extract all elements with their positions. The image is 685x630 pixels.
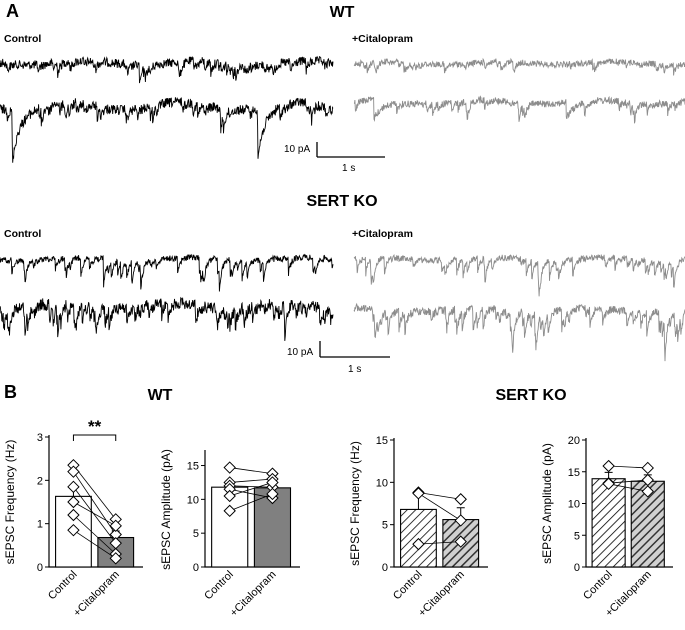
wt-amplitude-ytick-label: 5	[193, 528, 199, 540]
wt-citalopram-trace-2	[353, 95, 685, 124]
wt-frequency-ytick-label: 2	[37, 475, 43, 487]
wt-amplitude-data-point	[223, 489, 236, 503]
wt-amplitude-xtick-label: Control	[202, 569, 236, 603]
sert-amplitude-xtick-label: Control	[581, 569, 615, 603]
sert-frequency-data-point	[454, 514, 467, 527]
sert-frequency-ytick-label: 5	[382, 520, 388, 532]
sert-citalopram-trace-1	[353, 253, 685, 297]
wt-amplitude-pair-line	[229, 482, 273, 497]
panel-a-sert-title: SERT KO	[306, 193, 377, 210]
wt-frequency-chart: 0 1 2 3 sEPSC Frequency (Hz) Control+Citalopr…	[3, 417, 143, 619]
wt-frequency-xtick-label: +Citalopram	[71, 569, 122, 620]
wt-scale-y-label: 10 pA	[284, 144, 310, 155]
panel-b-letter: B	[4, 382, 17, 402]
sert-control-trace-2	[0, 296, 334, 341]
sert-frequency-pair-line	[418, 541, 461, 545]
wt-frequency-pair-line	[73, 464, 117, 520]
sert-amplitude-ytick-label: 20	[568, 435, 580, 447]
sert-amplitude-pair-line	[608, 465, 648, 469]
sert-frequency-data-point	[412, 487, 425, 500]
wt-frequency-significance-bracket	[72, 434, 117, 441]
wt-scale-bar: 10 pA 1 s	[284, 142, 385, 174]
wt-frequency-data-point	[67, 523, 80, 537]
wt-amplitude-ytick-label: 15	[187, 461, 199, 473]
sert-amplitude-data-point	[641, 461, 654, 475]
wt-citalopram-label: +Citalopram	[352, 33, 413, 45]
wt-frequency-pair-line	[73, 514, 117, 555]
sert-frequency-data-point	[454, 535, 467, 548]
wt-amplitude-data-point	[266, 487, 279, 501]
sert-scale-x-label: 1 s	[348, 364, 361, 375]
sert-amplitude-ytick-label: 0	[574, 562, 580, 574]
sert-frequency-ytick-label: 10	[376, 477, 388, 489]
sert-frequency-data-point	[412, 537, 425, 551]
sert-citalopram-label: +Citalopram	[352, 228, 413, 240]
wt-frequency-pair-line	[73, 486, 117, 544]
wt-frequency-data-point	[67, 508, 80, 522]
wt-amplitude-xtick-label: +Citalopram	[228, 569, 279, 620]
sert-frequency-ytick-label: 0	[382, 562, 388, 574]
sert-frequency-pair-line	[418, 493, 461, 521]
sert-amplitude-data-point	[602, 477, 615, 491]
panel-a-wt-title: WT	[330, 4, 355, 21]
wt-amplitude-data-point	[223, 504, 236, 518]
wt-frequency-data-point	[67, 465, 80, 478]
wt-frequency-data-point	[67, 495, 80, 509]
sert-scale-bar: 10 pA 1 s	[287, 341, 390, 375]
sert-amplitude-bar-control	[591, 478, 626, 568]
wt-amplitude-pair-line	[229, 493, 273, 512]
sert-amplitude-ytick-label: 10	[568, 499, 580, 511]
panel-b-wt-title: WT	[148, 387, 173, 404]
sert-amplitude-pair-line	[608, 479, 648, 484]
wt-frequency-pair-line	[73, 529, 116, 559]
wt-frequency-significance-label: **	[88, 417, 102, 436]
wt-amplitude-data-point	[223, 461, 236, 474]
panel-a-letter: A	[6, 1, 19, 21]
sert-frequency-pair-line	[418, 492, 461, 500]
wt-scale-x-label: 1 s	[342, 163, 355, 174]
wt-frequency-pair-line	[73, 471, 117, 535]
wt-frequency-ylabel: sEPSC Frequency (Hz)	[3, 440, 17, 565]
sert-citalopram-trace-2	[353, 302, 685, 362]
sert-frequency-chart: 0 5 10 15 sEPSC Frequency (Hz) Control+Citalo…	[348, 435, 488, 619]
wt-frequency-ytick-label: 3	[37, 432, 43, 444]
wt-control-label: Control	[4, 33, 41, 45]
sert-frequency-ytick-label: 15	[376, 435, 388, 447]
wt-frequency-pair-line	[73, 501, 116, 527]
ephys-traces	[0, 55, 685, 362]
sert-control-label: Control	[4, 228, 41, 240]
sert-amplitude-pair-line	[608, 483, 648, 492]
wt-amplitude-pair-line	[229, 478, 273, 483]
wt-amplitude-chart: 0 5 10 15 sEPSC Amplitude (pA) Control+Citalo…	[159, 449, 300, 619]
sert-frequency-ylabel: sEPSC Frequency (Hz)	[348, 441, 362, 566]
sert-frequency-data-point	[454, 493, 467, 506]
sert-frequency-xtick-label: +Citalopram	[416, 569, 467, 620]
wt-amplitude-ytick-label: 10	[187, 494, 199, 506]
wt-frequency-ytick-label: 1	[37, 519, 43, 531]
wt-amplitude-ytick-label: 0	[193, 562, 199, 574]
wt-frequency-xtick-label: Control	[46, 569, 80, 603]
sert-control-trace-1	[0, 253, 334, 292]
wt-citalopram-trace-1	[353, 57, 685, 76]
sert-frequency-xtick-label: Control	[391, 569, 425, 603]
wt-control-trace-2	[0, 96, 334, 163]
wt-frequency-data-point	[67, 480, 80, 494]
wt-frequency-data-point	[109, 552, 122, 565]
wt-amplitude-ylabel: sEPSC Amplitude (pA)	[159, 449, 173, 570]
sert-amplitude-ytick-label: 15	[568, 467, 580, 479]
sert-amplitude-ytick-label: 5	[574, 530, 580, 542]
wt-frequency-data-point	[109, 519, 122, 533]
sert-amplitude-ylabel: sEPSC Amplitude (pA)	[540, 443, 554, 564]
wt-frequency-ytick-label: 0	[37, 562, 43, 574]
wt-amplitude-pair-line	[229, 485, 273, 488]
wt-amplitude-pair-line	[229, 467, 273, 475]
wt-control-trace-1	[0, 55, 334, 84]
sert-amplitude-data-point	[602, 459, 615, 473]
sert-scale-y-label: 10 pA	[287, 347, 313, 358]
sert-amplitude-data-point	[641, 485, 654, 498]
panel-b-sert-title: SERT KO	[495, 387, 566, 404]
